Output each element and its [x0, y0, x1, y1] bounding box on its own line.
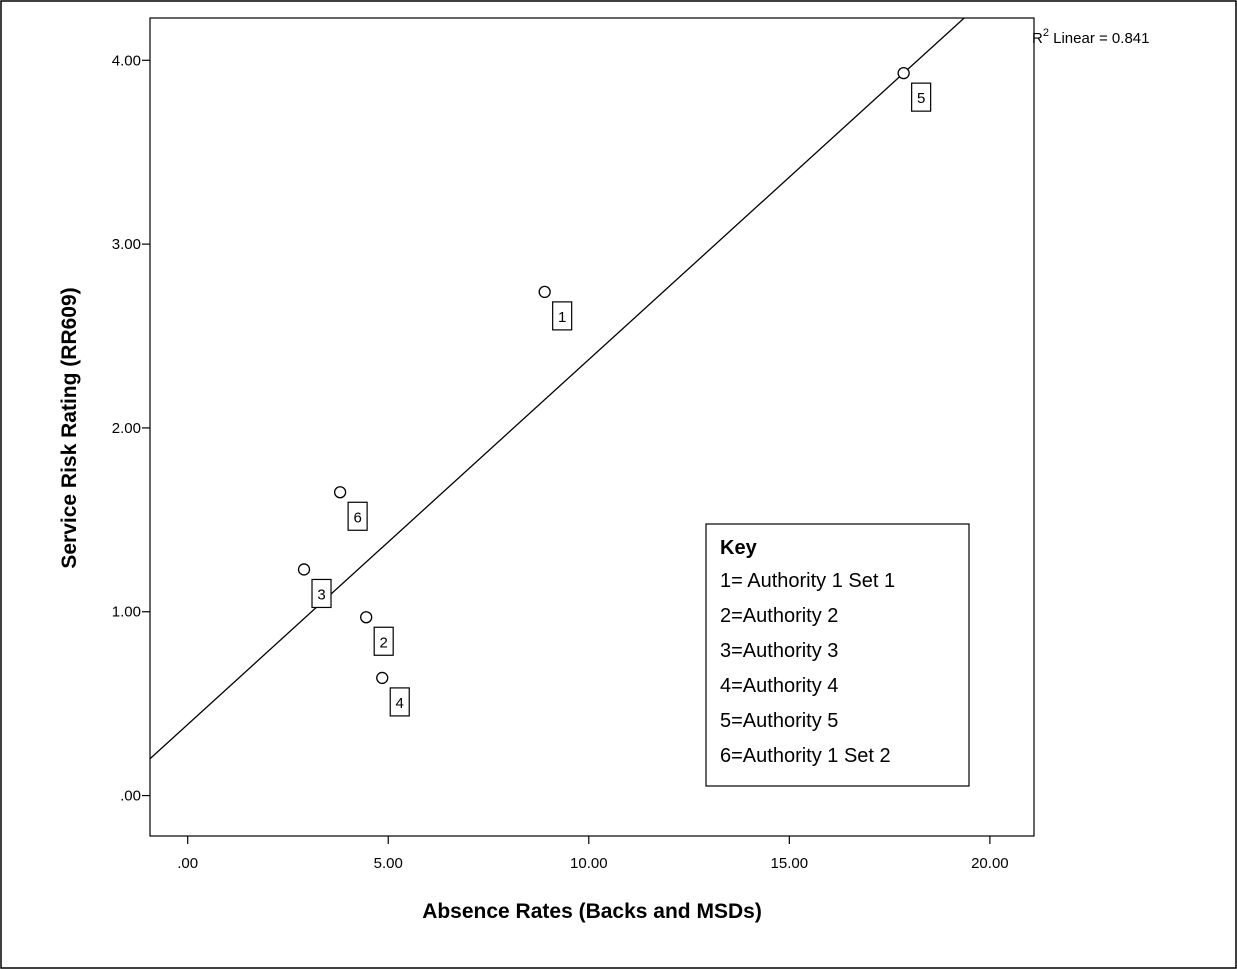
y-tick-label: 4.00: [112, 52, 141, 69]
key-entry-6: 6=Authority 1 Set 2: [720, 745, 891, 767]
y-tick-label: 1.00: [112, 604, 141, 621]
x-tick-label: 10.00: [570, 855, 608, 872]
point-label: 2: [380, 634, 388, 651]
point-label-box: [911, 82, 932, 112]
point-label: 1: [558, 309, 566, 326]
key-entry-4: 4=Authority 4: [720, 675, 838, 697]
point-label: 3: [317, 586, 325, 603]
x-tick-label: 15.00: [771, 855, 809, 872]
key-entry-5: 5=Authority 5: [720, 710, 838, 732]
point-label-box: [373, 626, 394, 656]
plot-area: [149, 17, 1035, 837]
y-tick-label: 2.00: [112, 420, 141, 437]
key-entry-3: 3=Authority 3: [720, 640, 838, 662]
x-tick-label: 5.00: [374, 855, 403, 872]
data-point: [333, 486, 347, 499]
data-point: [360, 611, 373, 624]
point-label-box: [347, 501, 368, 531]
x-tick-label: .00: [177, 855, 198, 872]
r-squared-value: Linear = 0.841: [1049, 30, 1150, 47]
point-label-box: [552, 301, 573, 331]
key-entry-2: 2=Authority 2: [720, 605, 838, 627]
point-label: 4: [396, 695, 404, 712]
key-title: Key: [720, 537, 758, 559]
data-point: [897, 66, 910, 80]
data-point: [376, 671, 389, 685]
r-squared-prefix: R: [1032, 30, 1043, 47]
x-axis-title: Absence Rates (Backs and MSDs): [422, 900, 762, 923]
data-point: [538, 285, 551, 299]
data-point: [297, 563, 311, 576]
key-legend: Key 1= Authority 1 Set 1 2=Authority 2 3…: [705, 523, 970, 787]
point-label-box: [311, 578, 332, 609]
key-entry-1: 1= Authority 1 Set 1: [720, 570, 895, 592]
point-label: 6: [353, 509, 361, 526]
r-squared-label: R2 Linear = 0.841: [1032, 27, 1149, 47]
y-axis-title: Service Risk Rating (RR609): [58, 287, 81, 568]
r-squared-exponent: 2: [1043, 27, 1049, 39]
key-box: [705, 523, 970, 787]
fit-line: [150, 18, 966, 760]
point-label-box: [389, 687, 410, 717]
x-tick-label: 20.00: [971, 855, 1009, 872]
y-tick-label: .00: [120, 788, 141, 805]
point-label: 5: [917, 90, 925, 107]
y-tick-label: 3.00: [112, 236, 141, 253]
